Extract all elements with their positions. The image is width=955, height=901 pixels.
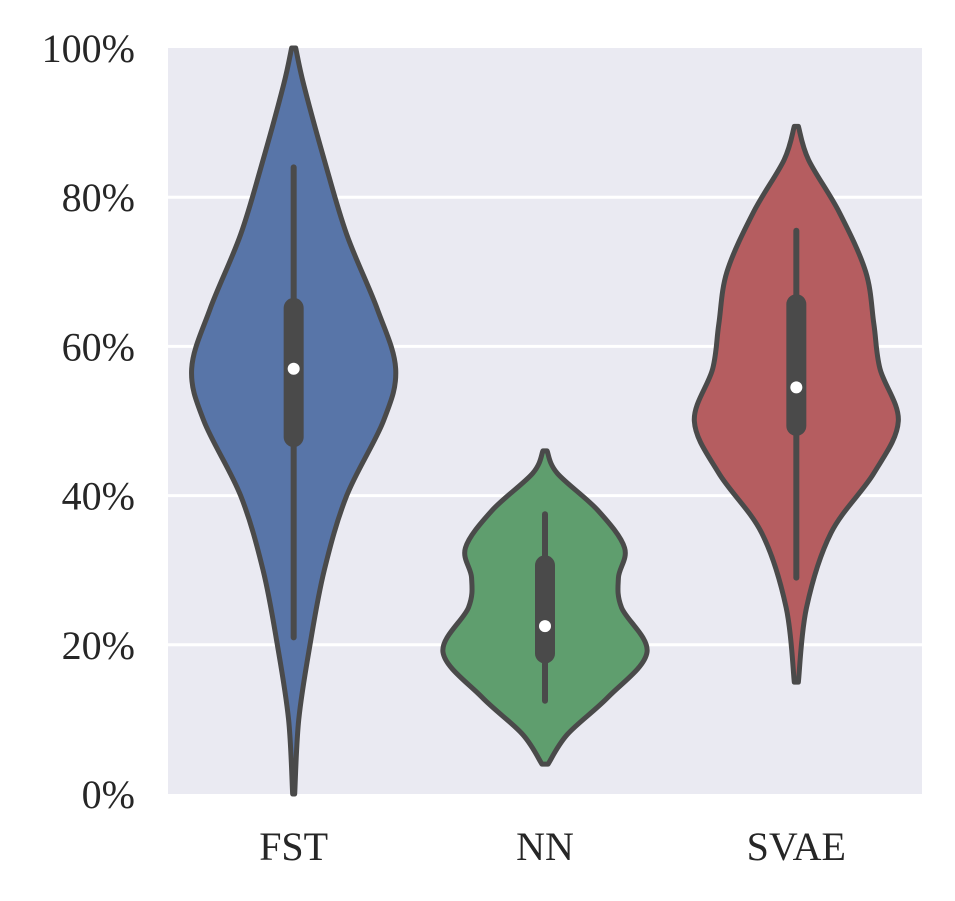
y-tick-label: 0% [82,772,135,817]
y-tick-label: 40% [62,474,135,519]
y-tick-label: 20% [62,623,135,668]
violin-fst [189,45,399,797]
violin-nn [440,448,650,767]
violin-svae [691,123,901,685]
y-tick-label: 60% [62,324,135,369]
x-category-label: FST [259,824,328,869]
violins [189,45,901,797]
x-category-label: NN [516,824,574,869]
violin-median-point [287,362,300,375]
y-tick-label: 100% [42,26,135,71]
violin-median-point [539,620,551,633]
violin-iqr-box [535,555,555,664]
x-axis: FST NN SVAE [259,824,846,869]
x-category-label: SVAE [747,824,846,869]
y-tick-label: 80% [62,175,135,220]
violin-median-point [790,381,803,394]
y-axis: 0% 20% 40% 60% 80% 100% [42,26,135,817]
violin-iqr-box [786,294,807,436]
